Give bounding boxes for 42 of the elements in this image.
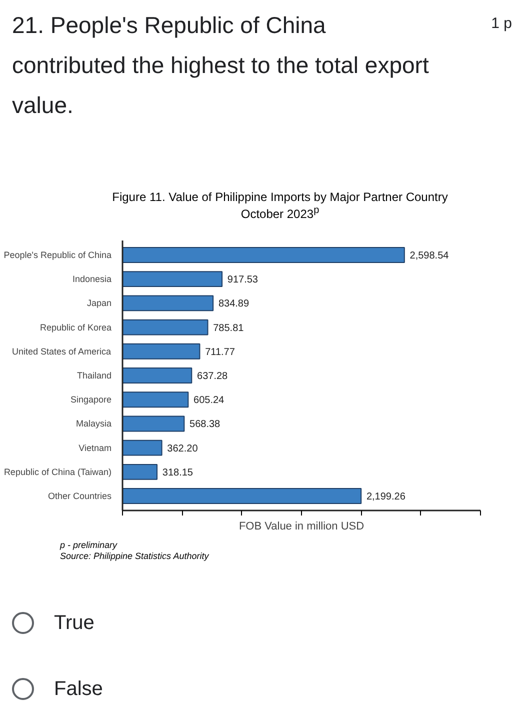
data-label: 785.81	[213, 322, 244, 334]
text: 21. People's Republic of China contributed the highest to the total export value.	[12, 11, 430, 120]
y-tick-label: Vietnam	[78, 442, 112, 453]
chart-title: Figure 11. Value of Philippine Imports by Major Partner Country	[112, 190, 448, 204]
data-label: 568.38	[190, 419, 221, 430]
source-note: Source: Philippine Statistics Authority	[60, 551, 209, 561]
bar	[122, 368, 192, 384]
data-label: 2,199.26	[366, 492, 406, 503]
y-tick-label: Singapore	[70, 394, 112, 405]
text: 1 p	[491, 14, 512, 34]
y-tick-label: United States of America	[12, 346, 112, 356]
data-label: 637.28	[197, 371, 228, 382]
bar	[122, 392, 189, 408]
y-tick-label: People's Republic of China	[4, 250, 112, 260]
text: False	[53, 676, 103, 701]
data-label: 362.20	[167, 443, 198, 454]
y-tick-label: Indonesia	[72, 274, 112, 284]
bar	[122, 416, 185, 432]
data-label: 917.53	[227, 274, 258, 286]
data-label: 711.77	[205, 346, 236, 358]
bar	[122, 246, 405, 263]
bar	[122, 319, 208, 336]
data-label: 605.24	[194, 395, 225, 406]
y-tick-label: Republic of Korea	[40, 322, 112, 332]
bar	[122, 464, 158, 480]
text: True	[53, 610, 96, 636]
y-tick-label: Japan	[86, 298, 112, 308]
y-tick-label: Malaysia	[76, 418, 112, 429]
bar	[122, 488, 362, 504]
data-label: 2,598.54	[410, 250, 450, 262]
bar	[122, 343, 200, 360]
bar	[122, 271, 223, 288]
y-tick-label: Thailand	[76, 370, 112, 380]
y-tick-label: Republic of China (Taiwan)	[4, 466, 112, 477]
chart-subtitle: October 2023$^{p}$	[240, 205, 320, 221]
data-label: 318.15	[162, 467, 194, 478]
bar	[122, 295, 214, 312]
text: p - preliminary	[60, 540, 118, 550]
data-label: 834.89	[218, 298, 250, 310]
y-tick-label: Other Countries	[48, 491, 112, 502]
bar	[122, 440, 162, 456]
x-axis-title: FOB Value in million USD	[238, 520, 364, 532]
